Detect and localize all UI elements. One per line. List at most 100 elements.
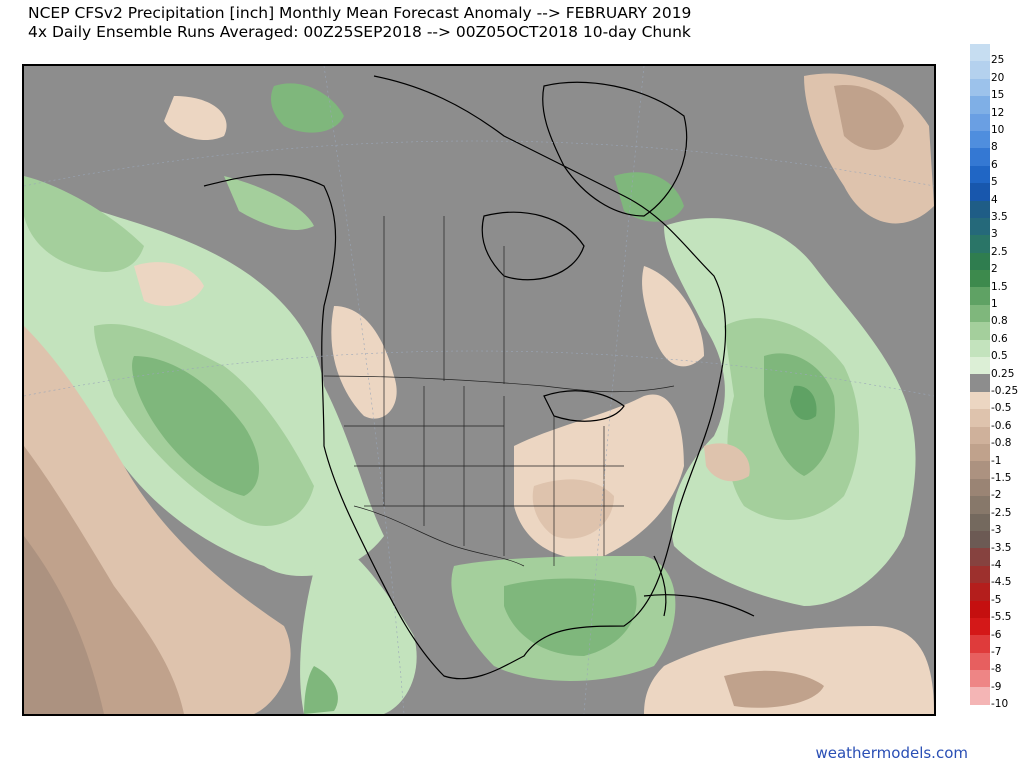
colorbar-label: -7 <box>991 646 1002 658</box>
colorbar-swatch <box>970 530 990 549</box>
colorbar-label: 1.5 <box>991 280 1008 293</box>
baja-wet <box>304 666 338 714</box>
n-pacific-dry-patch <box>134 262 204 306</box>
longitude-line <box>323 66 405 714</box>
colorbar-swatch <box>970 687 990 705</box>
map-canvas <box>24 66 934 714</box>
colorbar-swatch <box>970 200 990 218</box>
colorbar-swatch <box>970 78 990 97</box>
colorbar-swatch <box>970 391 990 410</box>
coastlines <box>203 75 755 680</box>
colorbar-label: -0.5 <box>991 402 1012 415</box>
graticule <box>24 66 934 714</box>
colorbar-label: -2.5 <box>991 506 1012 519</box>
colorbar-swatch <box>970 322 990 340</box>
greenland-wet <box>614 172 684 222</box>
colorbar-label: 8 <box>991 141 998 154</box>
colorbar-label: -0.6 <box>991 419 1012 432</box>
colorbar-swatch <box>970 130 990 149</box>
pacific-dry-deep <box>24 536 104 714</box>
alaska-dry-patch <box>164 96 227 141</box>
colorbar-label: 3.5 <box>991 211 1008 223</box>
colorbar-label: 5 <box>991 176 998 189</box>
quebec-dry <box>642 266 704 367</box>
colorbar-label: -3 <box>991 524 1002 537</box>
colorbar-label: -4 <box>991 559 1002 571</box>
colorbar-swatch <box>970 183 990 201</box>
pacific-wet-north <box>24 176 144 272</box>
colorbar-swatch <box>970 548 990 566</box>
atlantic-dry-patch <box>704 443 750 482</box>
colorbar-label: -4.5 <box>991 576 1012 589</box>
latitude-line <box>24 140 934 187</box>
colorbar-label: 15 <box>991 89 1005 102</box>
colorbar-label: 10 <box>991 124 1005 136</box>
colorbar-label: -0.8 <box>991 437 1012 450</box>
colorbar <box>970 44 990 705</box>
cuba-outline <box>643 594 755 617</box>
atlantic-wet-spot <box>790 385 817 421</box>
colorbar-swatch <box>970 44 990 62</box>
colorbar-label: 0.8 <box>991 315 1008 328</box>
colorbar-swatch <box>970 96 990 114</box>
colorbar-swatch <box>970 496 990 514</box>
colorbar-swatch <box>970 443 990 462</box>
colorbar-swatch <box>970 113 990 131</box>
colorbar-label: -5 <box>991 593 1002 606</box>
colorbar-swatch <box>970 565 990 584</box>
colorbar-swatch <box>970 217 990 236</box>
colorbar-swatch <box>970 357 990 375</box>
colorbar-swatch <box>970 148 990 166</box>
colorbar-label: -3.5 <box>991 541 1012 554</box>
gulf-wet-core <box>504 578 637 656</box>
colorbar-label: 20 <box>991 71 1005 84</box>
colorbar-label: 6 <box>991 158 998 171</box>
colorbar-label: -1.5 <box>991 472 1012 484</box>
colorbar-swatch <box>970 339 990 358</box>
colorbar-swatch <box>970 287 990 305</box>
precipitation-anomaly-map <box>22 64 936 716</box>
colorbar-swatch <box>970 252 990 271</box>
credit-text: weathermodels.com <box>815 744 968 762</box>
colorbar-swatch <box>970 374 990 392</box>
greenland-outline <box>542 81 688 217</box>
longitude-line <box>583 66 645 714</box>
colorbar-label: -6 <box>991 628 1002 641</box>
eastern-us-dry-core <box>532 479 614 539</box>
us-canada-border <box>323 375 675 393</box>
colorbar-label: -2 <box>991 489 1002 502</box>
colorbar-swatch <box>970 165 990 184</box>
colorbar-label: -8 <box>991 663 1002 676</box>
colorbar-swatch <box>970 635 990 653</box>
colorbar-swatch <box>970 670 990 688</box>
colorbar-label: 2.5 <box>991 245 1008 258</box>
colorbar-label: 1 <box>991 298 998 310</box>
tropical-atlantic-dry <box>644 626 934 714</box>
colorbar-label: 12 <box>991 106 1005 119</box>
colorbar-swatch <box>970 461 990 479</box>
title-line-2: 4x Daily Ensemble Runs Averaged: 00Z25SE… <box>28 23 691 41</box>
ne-atlantic-dry-core <box>834 85 904 150</box>
colorbar-label: 0.25 <box>991 367 1015 380</box>
colorbar-swatch <box>970 652 990 671</box>
great-lakes-outline <box>543 390 625 422</box>
florida-coastline <box>653 555 667 617</box>
political-boundaries <box>323 216 675 567</box>
colorbar-label: 0.5 <box>991 350 1008 363</box>
colorbar-label: 3 <box>991 228 998 241</box>
colorbar-swatch <box>970 478 990 497</box>
rockies-dry <box>331 306 397 419</box>
colorbar-swatch <box>970 304 990 323</box>
mexico-wet <box>300 536 417 714</box>
pacific-wet-core <box>132 356 259 496</box>
colorbar-swatch <box>970 600 990 618</box>
colorbar-label: -5.5 <box>991 611 1012 624</box>
title-line-1: NCEP CFSv2 Precipitation [inch] Monthly … <box>28 4 692 22</box>
colorbar-label: 0.6 <box>991 332 1008 345</box>
us-mexico-border <box>353 505 525 567</box>
colorbar-label: -1 <box>991 454 1002 467</box>
colorbar-swatch <box>970 270 990 288</box>
us-state-lines <box>344 376 624 566</box>
alaska-coast-wet <box>224 176 314 231</box>
colorbar-label: 4 <box>991 193 998 206</box>
